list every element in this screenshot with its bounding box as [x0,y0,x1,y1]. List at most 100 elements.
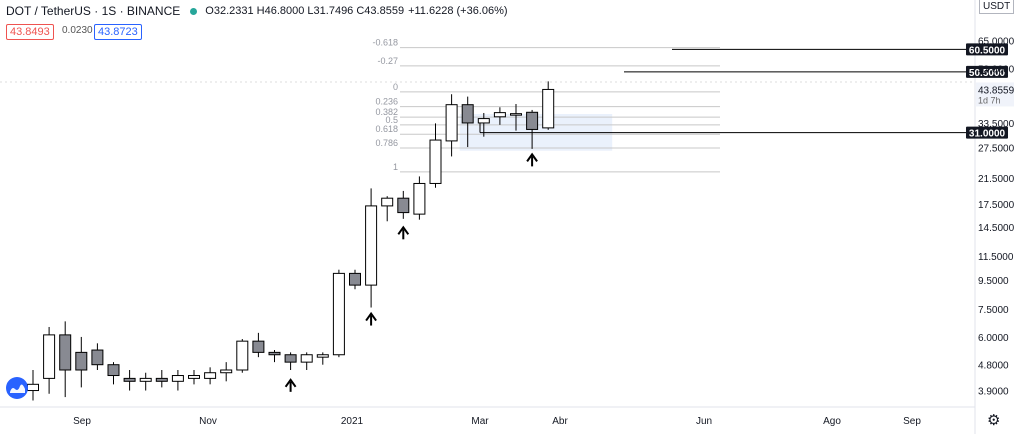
candle [252,332,265,358]
change-readout: +11.6228 (+36.06%) [408,5,508,17]
candle [43,326,56,394]
price-tick-label: 21.5000 [978,174,1015,185]
price-tick-label: 6.0000 [978,333,1009,344]
candle [510,104,522,131]
time-tick-label: Sep [73,416,91,427]
candle [300,352,313,370]
price-tick-label: 33.5000 [978,119,1015,130]
price-tick-label: 27.5000 [978,144,1015,155]
candle [59,321,72,398]
candle [236,339,249,373]
price-tick-label: 17.5000 [978,200,1015,211]
up-arrow-icon [284,378,297,392]
candle [413,176,426,220]
fib-level-label: 0 [393,82,398,92]
candle [284,352,297,370]
candle [91,343,104,370]
spread-value: 0.0230 [62,25,93,36]
candle-body [123,377,136,382]
candle-body [188,375,200,379]
candle-body [171,375,184,382]
chart-header: DOT / TetherUS · 1S · BINANCE O32.2331 H… [6,3,508,19]
fib-level-label: -0.27 [377,56,398,66]
price-tick-label: 43.8559 [978,85,1015,96]
candle [542,81,555,130]
candle-body [91,349,104,366]
candle-body [252,340,265,353]
fib-level-label: 0.786 [375,138,398,148]
time-tick-label: Ago [823,416,841,427]
time-tick-label: Sep [903,416,921,427]
horizontal-line-tag: 50.5000 [969,68,1006,79]
candle [316,352,329,365]
candle [139,372,152,391]
candle-body [236,340,249,371]
candle [75,336,88,388]
candle [397,190,410,219]
price-tick-label: 7.5000 [978,305,1009,316]
candle [155,369,168,388]
ask-price-button[interactable]: 43.8723 [94,24,142,40]
candle-body [300,354,313,363]
candle-body [27,383,39,392]
candle-body [461,104,474,124]
candle-body [316,354,329,358]
candle [461,96,474,148]
candle-body [43,334,56,379]
market-status-icon [190,7,198,15]
fib-level-label: 0.618 [375,124,398,134]
candle [220,362,233,382]
candle-body [493,112,506,118]
price-tick-label: 9.5000 [978,276,1009,287]
candle [526,109,539,149]
up-arrow-icon [365,311,377,326]
candle-body [365,205,378,286]
candle [268,350,281,363]
fib-level-label: -0.618 [372,38,398,48]
gear-icon[interactable]: ⚙ [987,412,1001,429]
horizontal-line-tag: 60.5000 [969,45,1006,56]
candle [381,196,394,222]
candle [445,94,458,157]
candle-body [429,139,442,184]
horizontal-line-tag-bg [966,126,1008,139]
fib-level-label: 0.382 [375,107,398,117]
tradingview-logo-icon[interactable] [6,377,28,399]
time-tick-label: Mar [471,416,489,427]
candle-body [59,334,72,371]
candle-body [107,364,120,377]
symbol-title[interactable]: DOT / TetherUS · 1S · BINANCE [6,4,181,18]
price-tick-label: 3.9000 [978,387,1009,398]
up-arrow-icon [526,152,538,167]
candle [429,123,442,188]
fib-level-label: 1 [393,162,398,172]
candle-body [139,377,152,382]
candle-body [268,351,281,356]
fib-level-label: 0.236 [375,97,398,107]
time-tick-label: Abr [552,416,568,427]
candle [477,112,490,137]
candle-body [204,372,217,379]
horizontal-line-tag-bg [966,65,1008,78]
price-tick-label: 4.8000 [978,361,1009,372]
time-tick-label: 2021 [341,416,364,427]
currency-label[interactable]: USDT [979,0,1015,14]
candle-body [332,272,345,356]
price-tick-label: 14.5000 [978,223,1015,234]
candle [171,369,184,391]
candle-body [477,118,490,124]
candle [107,362,120,385]
candle [204,367,217,385]
candle-body [526,111,539,130]
countdown-label: 1d 7h [978,95,1001,105]
time-tick-label: Nov [199,416,217,427]
candle-body [155,377,168,382]
candle-body [413,182,426,215]
price-tick-label: 65.0000 [978,36,1015,47]
bid-price-button[interactable]: 43.8493 [6,24,54,40]
current-price-box [976,82,1014,107]
horizontal-line-tag-bg [966,43,1008,56]
candle [365,188,378,308]
candle [493,107,506,125]
